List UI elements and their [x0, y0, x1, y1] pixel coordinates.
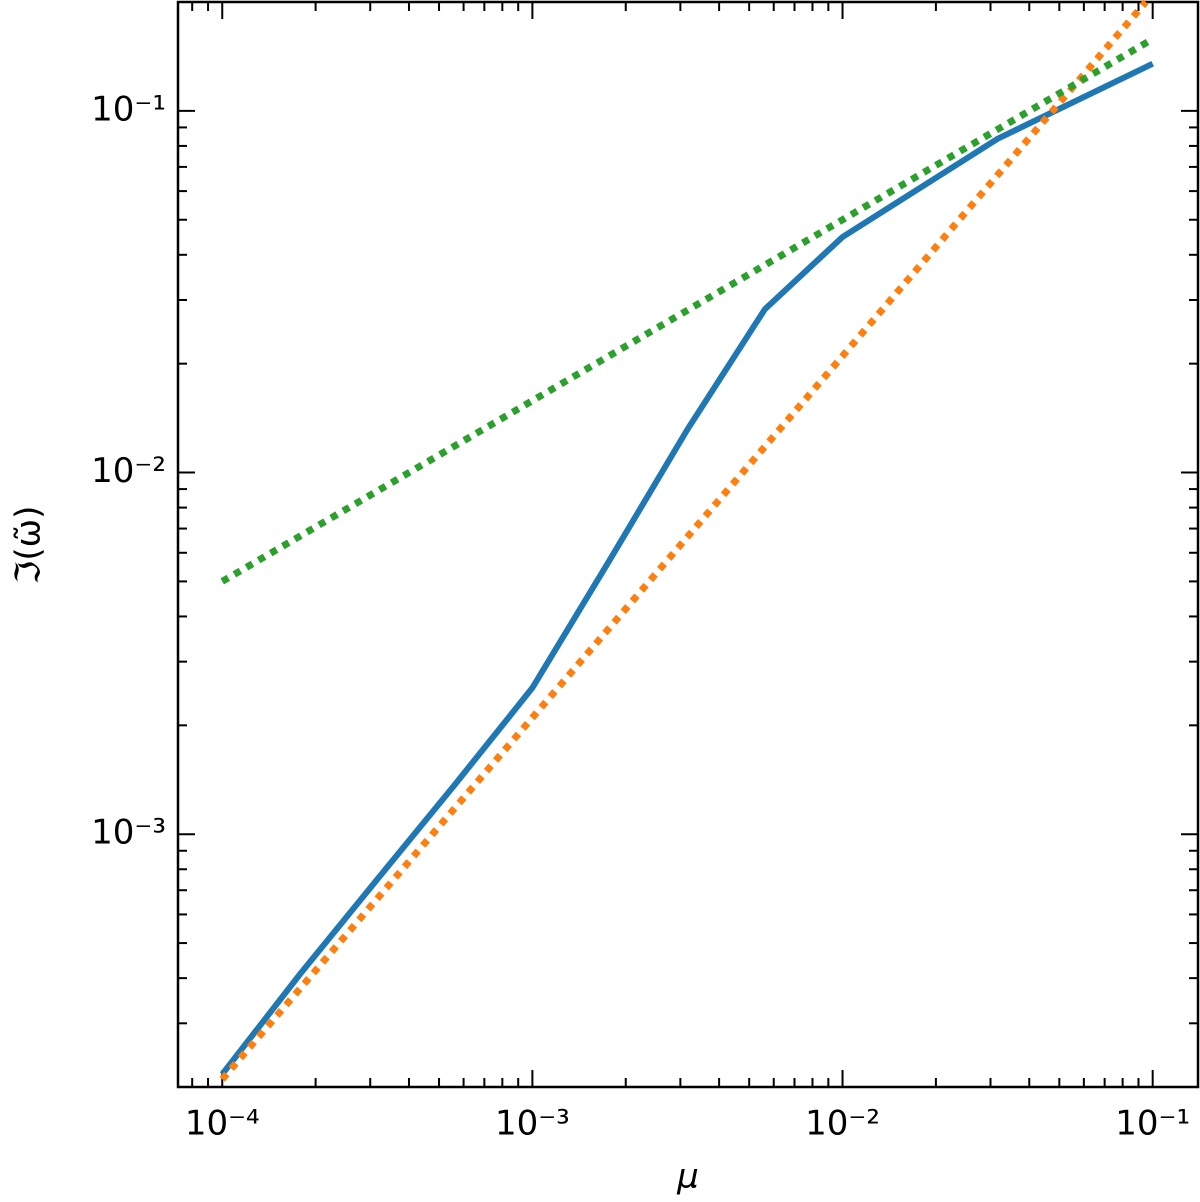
series-line — [220, 36, 1155, 585]
plot-frame — [176, 0, 1200, 1089]
x-tick-label: 10⁻¹ — [1115, 1104, 1190, 1144]
x-axis-label: μ — [676, 1157, 699, 1197]
y-tick-label: 10⁻² — [91, 451, 166, 491]
x-tick-label: 10⁻² — [805, 1104, 880, 1144]
x-tick-label: 10⁻³ — [495, 1104, 570, 1144]
y-tick-label: 10⁻³ — [91, 813, 166, 853]
series-line — [219, 61, 1154, 1077]
x-tick-label: 10⁻⁴ — [185, 1104, 260, 1144]
series-line — [219, 0, 1149, 1082]
y-tick-label: 10⁻¹ — [91, 89, 166, 129]
y-axis-label: ℑ(ω̃) — [9, 506, 49, 585]
